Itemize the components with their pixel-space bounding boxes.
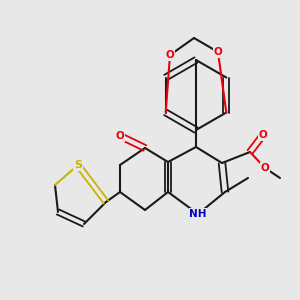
Text: O: O [116,131,124,141]
Text: NH: NH [189,209,207,219]
Text: S: S [74,160,82,170]
Text: O: O [166,50,174,60]
Text: S: S [74,160,82,170]
Text: O: O [259,130,267,140]
Text: O: O [261,163,269,173]
Text: O: O [261,163,269,173]
Text: O: O [259,130,267,140]
Text: O: O [214,47,222,57]
Text: O: O [166,50,174,60]
Text: NH: NH [189,209,207,219]
Text: O: O [214,47,222,57]
Text: O: O [116,131,124,141]
